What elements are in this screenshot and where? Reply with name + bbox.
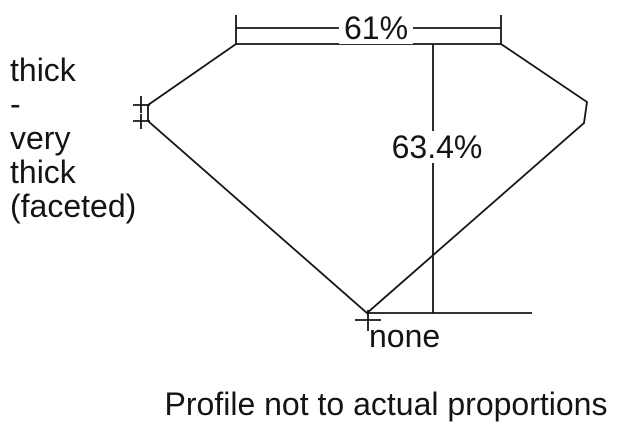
girdle-label-line: (faceted) <box>10 188 137 224</box>
girdle-label-line: thick <box>10 52 76 88</box>
table-width-label: 61% <box>338 12 414 44</box>
girdle-top-tick-icon <box>133 96 150 113</box>
girdle-label-line: very <box>10 120 71 156</box>
girdle-label-line: - <box>10 86 21 122</box>
girdle-label-line: thick <box>10 154 76 190</box>
culet-cross-icon <box>355 310 381 331</box>
girdle-bottom-tick-icon <box>133 114 150 129</box>
culet-label: none <box>369 318 441 354</box>
diamond-outline <box>147 43 588 315</box>
caption-text: Profile not to actual proportions <box>164 386 608 422</box>
depth-percent-label: 63.4% <box>386 131 488 163</box>
girdle-thickness-label: thick - very thick (faceted) <box>10 53 136 223</box>
